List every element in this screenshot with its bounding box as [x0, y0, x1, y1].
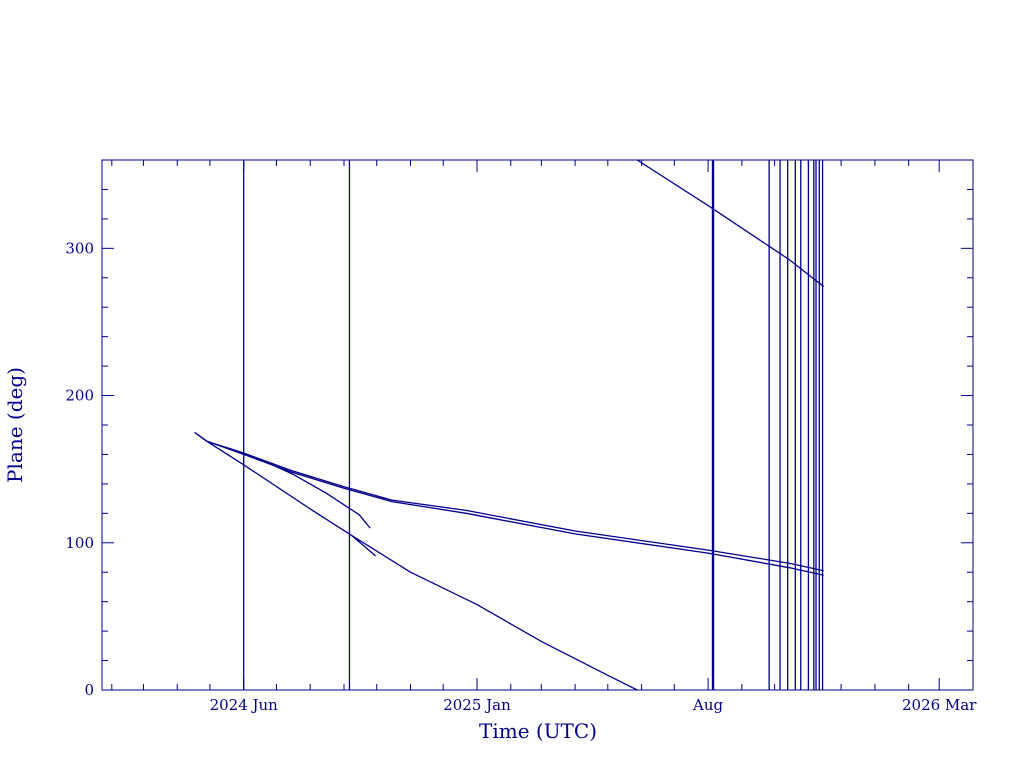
x-axis-title: Time (UTC)	[479, 719, 597, 743]
vertical-markers	[243, 160, 824, 690]
tick-labels: 0 100 200 300 2024 Jun 2025 Jan Aug 2026 Mar	[65, 239, 977, 714]
y-tick-label: 300	[65, 239, 94, 257]
series-line	[194, 431, 824, 572]
y-axis-title: Plane (deg)	[3, 367, 27, 483]
x-tick-label: 2026 Mar	[902, 696, 977, 714]
x-tick-label: Aug	[692, 696, 723, 714]
x-tick-label: 2024 Jun	[210, 696, 279, 714]
series-line	[194, 431, 638, 691]
y-tick-label: 200	[65, 387, 94, 405]
y-tick-label: 0	[84, 681, 94, 699]
axis-ticks	[102, 159, 974, 691]
y-tick-label: 100	[65, 534, 94, 552]
series-line	[636, 159, 825, 288]
series-line	[351, 534, 377, 557]
series-line	[224, 446, 371, 529]
x-tick-label: 2025 Jan	[443, 696, 511, 714]
series-line	[206, 440, 824, 576]
plot-frame	[101, 159, 974, 691]
series-lines	[194, 159, 825, 691]
